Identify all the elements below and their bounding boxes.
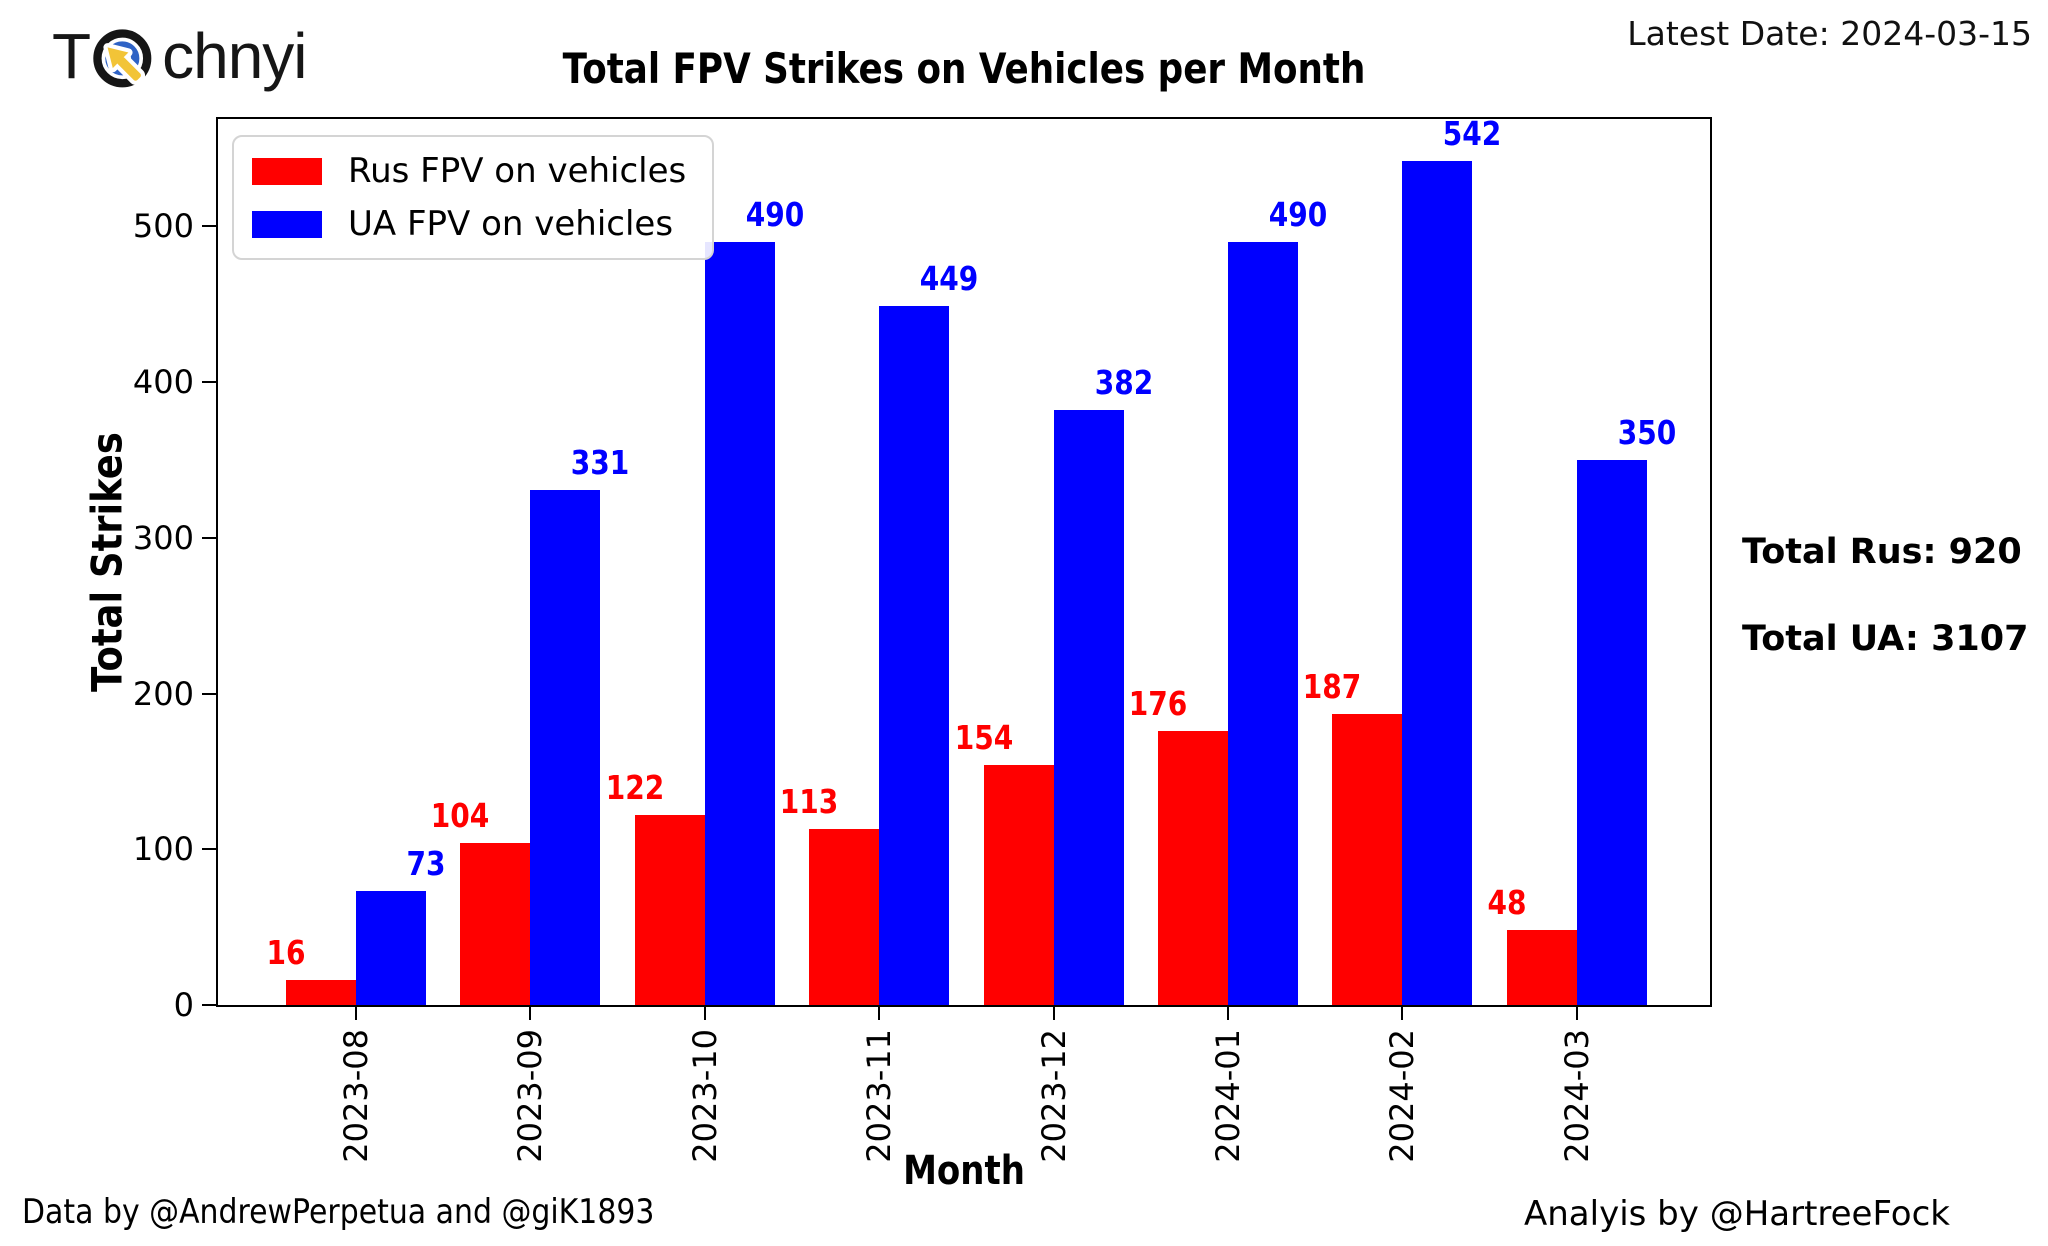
x-tick-mark: [1052, 1007, 1055, 1020]
logo-text-suffix: chnyi: [162, 20, 307, 92]
bar-ua-2024-01: [1228, 242, 1298, 1005]
x-tick-label-text: 2023-08: [337, 1029, 375, 1163]
x-tick-mark: [703, 1007, 706, 1020]
latest-date-label: Latest Date: 2024-03-15: [1627, 14, 2032, 53]
bar-value-label-ua-2024-03: 350: [1617, 413, 1677, 452]
click-cursor-icon: [93, 29, 152, 88]
x-tick-mark: [529, 1007, 532, 1020]
bar-value-label-rus-2023-10: 122: [605, 768, 665, 807]
bar-value-label-rus-2024-03: 48: [1487, 883, 1527, 922]
legend-swatch-ua: [252, 210, 322, 238]
x-tick-label: 2023-12: [1035, 1029, 1073, 1163]
y-tick-mark: [202, 692, 216, 695]
y-tick-mark: [202, 225, 216, 228]
x-tick-label-text: 2023-12: [1034, 1029, 1073, 1163]
bar-ua-2023-09: [530, 490, 601, 1005]
bar-rus-2023-12: [983, 765, 1054, 1005]
bar-value-label-ua-2023-09: 331: [571, 443, 630, 482]
y-tick-label: 500: [132, 207, 194, 246]
chart-title: Total FPV Strikes on Vehicles per Month: [562, 44, 1366, 93]
y-tick-label: 300: [132, 518, 194, 557]
bar-ua-2024-02: [1402, 161, 1473, 1005]
bar-value-label-ua-2024-01: 490: [1268, 195, 1328, 234]
bar-value-label-rus-2023-12: 154: [954, 718, 1013, 757]
x-tick-label: 2023-08: [337, 1029, 375, 1163]
legend: Rus FPV on vehicles UA FPV on vehicles: [232, 135, 715, 260]
bar-ua-2023-08: [356, 891, 426, 1005]
logo-text-prefix: T: [52, 20, 91, 92]
bar-ua-2023-11: [879, 306, 950, 1005]
bar-ua-2023-10: [704, 242, 775, 1005]
bar-value-label-rus-2023-11: 113: [779, 782, 839, 821]
x-tick-label: 2024-01: [1209, 1029, 1247, 1163]
legend-label-ua: UA FPV on vehicles: [348, 204, 674, 244]
bar-value-label-ua-2023-12: 382: [1094, 363, 1153, 402]
x-tick-label: 2024-02: [1383, 1029, 1421, 1163]
bar-value-label-ua-2024-02: 542: [1443, 114, 1502, 153]
x-tick-mark: [355, 1007, 357, 1020]
x-tick-label: 2024-03: [1558, 1029, 1596, 1163]
legend-item-ua: UA FPV on vehicles: [252, 205, 686, 243]
legend-item-rus: Rus FPV on vehicles: [252, 152, 686, 190]
bar-rus-2023-09: [460, 843, 531, 1005]
bar-rus-2023-08: [286, 980, 356, 1005]
analysis-credit: Analyis by @HartreeFock: [1524, 1194, 1950, 1234]
x-tick-mark: [1227, 1007, 1229, 1020]
bar-rus-2024-03: [1506, 930, 1577, 1005]
bar-ua-2024-03: [1576, 460, 1647, 1005]
x-axis-label: Month: [903, 1148, 1025, 1194]
bar-rus-2024-02: [1332, 714, 1403, 1005]
bars-layer: 16 73 104 331 122 490 113 449 154 382 176 490 187 542…: [218, 114, 1710, 1005]
x-tick-mark: [1575, 1007, 1578, 1020]
bar-value-label-rus-2024-02: 187: [1303, 667, 1362, 706]
y-tick-mark: [202, 381, 216, 384]
y-tick-mark: [202, 1004, 216, 1006]
total-ua-label: Total UA: 3107: [1742, 619, 2029, 659]
y-axis-label: Total Strikes: [82, 432, 132, 692]
x-tick-label-text: 2024-03: [1557, 1029, 1596, 1163]
plot-area: 16 73 104 331 122 490 113 449 154 382 176 490 187 542…: [216, 117, 1712, 1007]
y-tick-mark: [202, 536, 216, 539]
bar-value-label-ua-2023-08: 73: [406, 844, 446, 883]
legend-swatch-rus: [252, 157, 322, 185]
y-tick-label: 200: [132, 674, 194, 713]
y-tick-mark: [202, 848, 216, 851]
bar-value-label-ua-2023-10: 490: [745, 195, 805, 234]
x-tick-label-text: 2024-02: [1383, 1029, 1422, 1163]
x-tick-mark: [1401, 1007, 1404, 1020]
x-tick-label: 2023-09: [511, 1029, 549, 1163]
x-tick-label-text: 2023-09: [511, 1029, 550, 1163]
bar-value-label-rus-2023-08: 16: [266, 933, 306, 972]
bar-value-label-ua-2023-11: 449: [919, 259, 979, 298]
x-tick-label: 2023-10: [686, 1029, 724, 1163]
y-tick-label: 100: [132, 830, 194, 869]
bar-ua-2023-12: [1053, 410, 1124, 1005]
y-tick-label: 0: [173, 986, 194, 1024]
x-tick-mark: [878, 1007, 881, 1020]
x-tick-label-text: 2023-11: [860, 1029, 899, 1163]
bar-rus-2024-01: [1158, 731, 1228, 1005]
logo: T chnyi: [52, 10, 308, 102]
data-credit: Data by @AndrewPerpetua and @giK1893: [22, 1192, 655, 1232]
x-tick-label-text: 2024-01: [1209, 1029, 1247, 1163]
bar-rus-2023-11: [809, 829, 880, 1005]
total-rus-label: Total Rus: 920: [1742, 532, 2022, 572]
bar-value-label-rus-2024-01: 176: [1128, 684, 1188, 723]
legend-label-rus: Rus FPV on vehicles: [348, 151, 687, 191]
y-tick-label: 400: [132, 363, 194, 402]
x-tick-label-text: 2023-10: [685, 1029, 724, 1163]
x-tick-label: 2023-11: [860, 1029, 898, 1163]
bar-value-label-rus-2023-09: 104: [431, 796, 490, 835]
bar-rus-2023-10: [634, 815, 705, 1005]
